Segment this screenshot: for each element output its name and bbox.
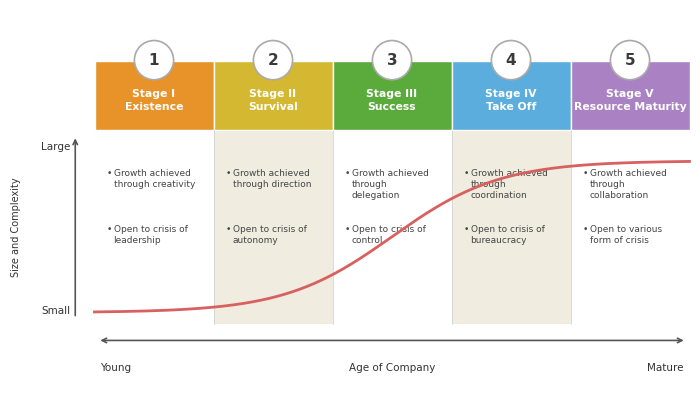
Text: 4: 4 xyxy=(505,53,517,68)
Text: 5: 5 xyxy=(624,53,636,68)
Text: Large: Large xyxy=(41,142,70,152)
Text: •: • xyxy=(582,225,588,234)
Text: Growth achieved
through
delegation: Growth achieved through delegation xyxy=(351,169,428,200)
Text: •: • xyxy=(582,169,588,178)
Text: Stage V
Resource Maturity: Stage V Resource Maturity xyxy=(573,89,687,112)
Text: 2: 2 xyxy=(267,53,279,68)
Text: Stage II
Survival: Stage II Survival xyxy=(248,89,298,112)
Text: •: • xyxy=(106,169,112,178)
Text: Growth achieved
through creativity: Growth achieved through creativity xyxy=(113,169,195,189)
Text: Small: Small xyxy=(41,306,70,316)
Text: •: • xyxy=(344,225,350,234)
Text: Stage IV
Take Off: Stage IV Take Off xyxy=(485,89,537,112)
Text: 1: 1 xyxy=(148,53,160,68)
Text: Growth achieved
through direction: Growth achieved through direction xyxy=(232,169,311,189)
Text: Growth achieved
through
coordination: Growth achieved through coordination xyxy=(470,169,547,200)
Text: Open to crisis of
autonomy: Open to crisis of autonomy xyxy=(232,225,307,246)
Text: 3: 3 xyxy=(386,53,398,68)
Text: Open to crisis of
bureaucracy: Open to crisis of bureaucracy xyxy=(470,225,545,246)
Text: Open to crisis of
leadership: Open to crisis of leadership xyxy=(113,225,188,246)
Text: Mature: Mature xyxy=(647,363,683,373)
Text: Stage I
Existence: Stage I Existence xyxy=(125,89,183,112)
Text: •: • xyxy=(225,225,231,234)
Text: •: • xyxy=(463,225,469,234)
Text: •: • xyxy=(225,169,231,178)
Text: Growth achieved
through
collaboration: Growth achieved through collaboration xyxy=(589,169,666,200)
Text: •: • xyxy=(463,169,469,178)
Text: Size and Complexity: Size and Complexity xyxy=(10,177,21,277)
Text: Young: Young xyxy=(101,363,132,373)
Text: Stage III
Success: Stage III Success xyxy=(366,89,418,112)
Text: Open to crisis of
control: Open to crisis of control xyxy=(351,225,426,246)
Text: •: • xyxy=(344,169,350,178)
Text: Open to various
form of crisis: Open to various form of crisis xyxy=(589,225,662,246)
Text: •: • xyxy=(106,225,112,234)
Text: Age of Company: Age of Company xyxy=(349,363,435,373)
